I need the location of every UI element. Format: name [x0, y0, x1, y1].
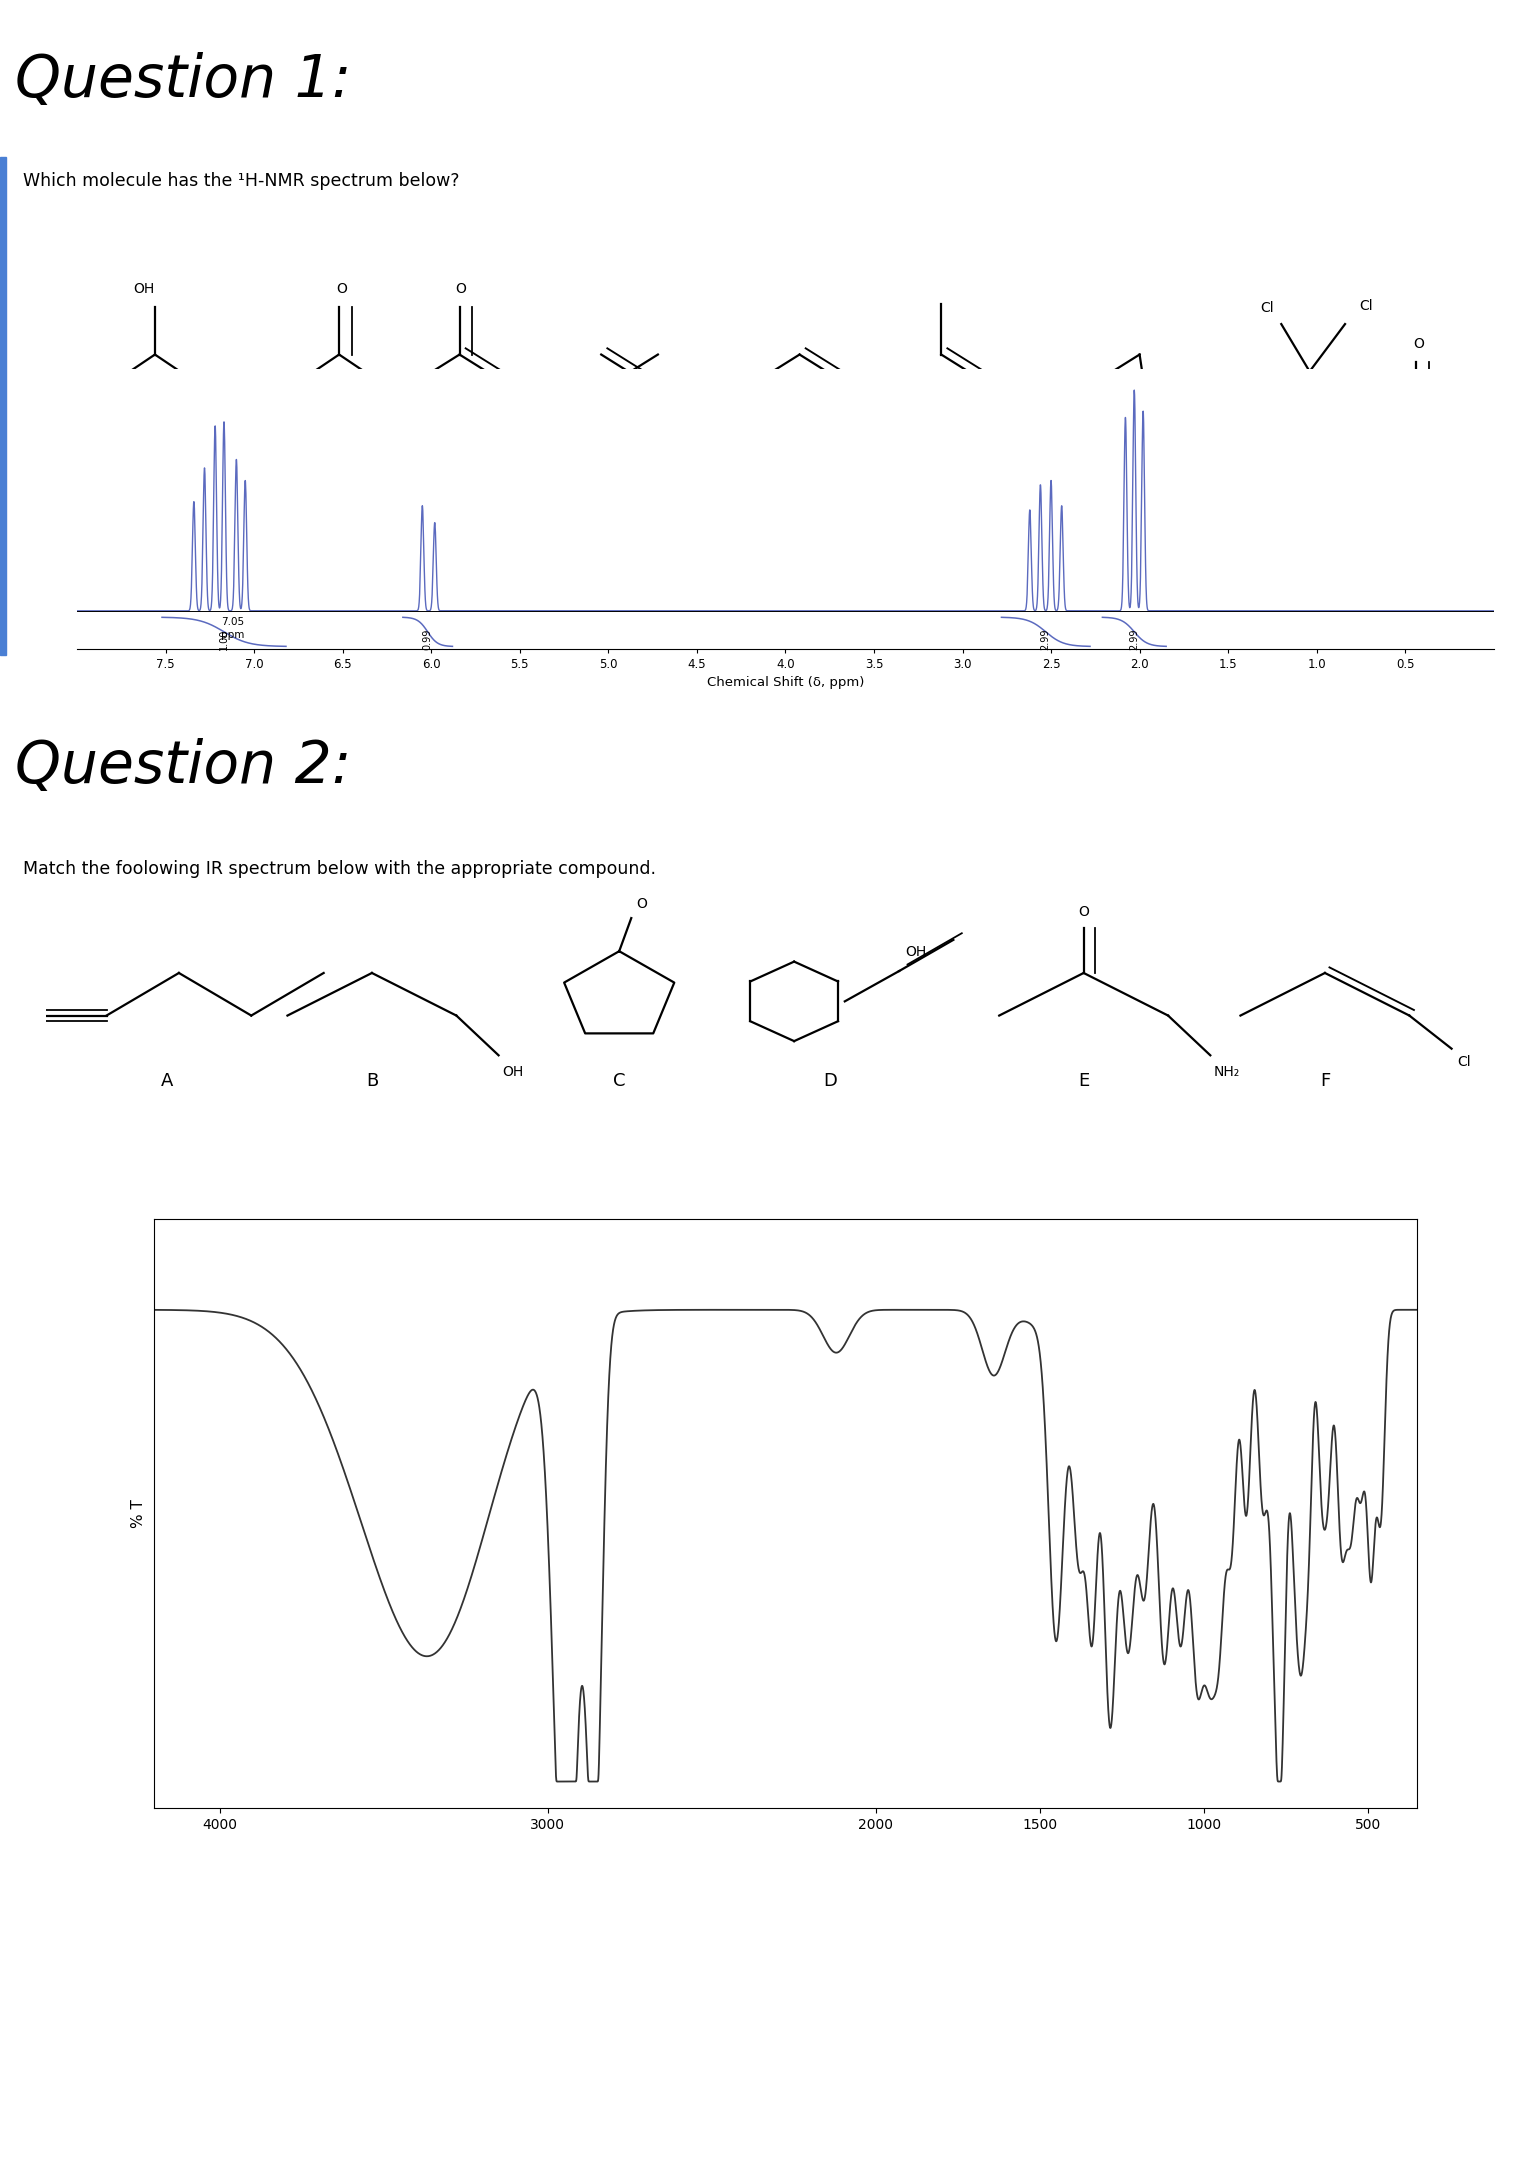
Text: OH: OH: [132, 282, 154, 295]
Text: OH: OH: [906, 946, 927, 959]
Text: Cl: Cl: [1260, 301, 1274, 314]
Text: OH: OH: [502, 1066, 524, 1079]
Text: D: D: [824, 1072, 838, 1090]
Text: B: B: [367, 1072, 377, 1090]
Text: O: O: [337, 282, 348, 295]
Bar: [0, 157, 6, 655]
Text: O: O: [636, 898, 647, 911]
Text: B: B: [502, 461, 516, 480]
Text: H: H: [1466, 411, 1475, 424]
Y-axis label: % T: % T: [131, 1498, 146, 1529]
Text: Cl: Cl: [1360, 299, 1374, 312]
Text: Match the foolowing IR spectrum below with the appropriate compound.: Match the foolowing IR spectrum below wi…: [23, 860, 656, 878]
Text: 2.99: 2.99: [1041, 629, 1050, 651]
Text: C: C: [744, 461, 756, 480]
Text: Question 1:: Question 1:: [15, 52, 351, 109]
Text: E: E: [1078, 1072, 1089, 1090]
Text: O: O: [1414, 336, 1424, 352]
Text: Question 2:: Question 2:: [15, 738, 351, 795]
Text: A: A: [240, 461, 254, 480]
Text: 1.00: 1.00: [219, 629, 229, 651]
Text: D: D: [1033, 461, 1047, 480]
Text: A: A: [160, 1072, 172, 1090]
Text: C: C: [613, 1072, 625, 1090]
Text: NH₂: NH₂: [1214, 1066, 1240, 1079]
X-axis label: Chemical Shift (δ, ppm): Chemical Shift (δ, ppm): [707, 677, 864, 690]
Text: 2.99: 2.99: [1129, 629, 1140, 651]
Text: 7.05: 7.05: [222, 618, 245, 627]
Text: Cl: Cl: [1458, 1055, 1471, 1070]
Text: 0.99: 0.99: [422, 629, 433, 651]
Text: F: F: [1320, 1072, 1331, 1090]
Text: E: E: [1346, 461, 1358, 480]
Text: Which molecule has the ¹H-NMR spectrum below?: Which molecule has the ¹H-NMR spectrum b…: [23, 173, 459, 190]
Text: ppm: ppm: [222, 629, 245, 640]
Text: O: O: [456, 282, 467, 295]
Text: O: O: [1078, 904, 1089, 919]
Text: OH: OH: [1153, 413, 1175, 428]
